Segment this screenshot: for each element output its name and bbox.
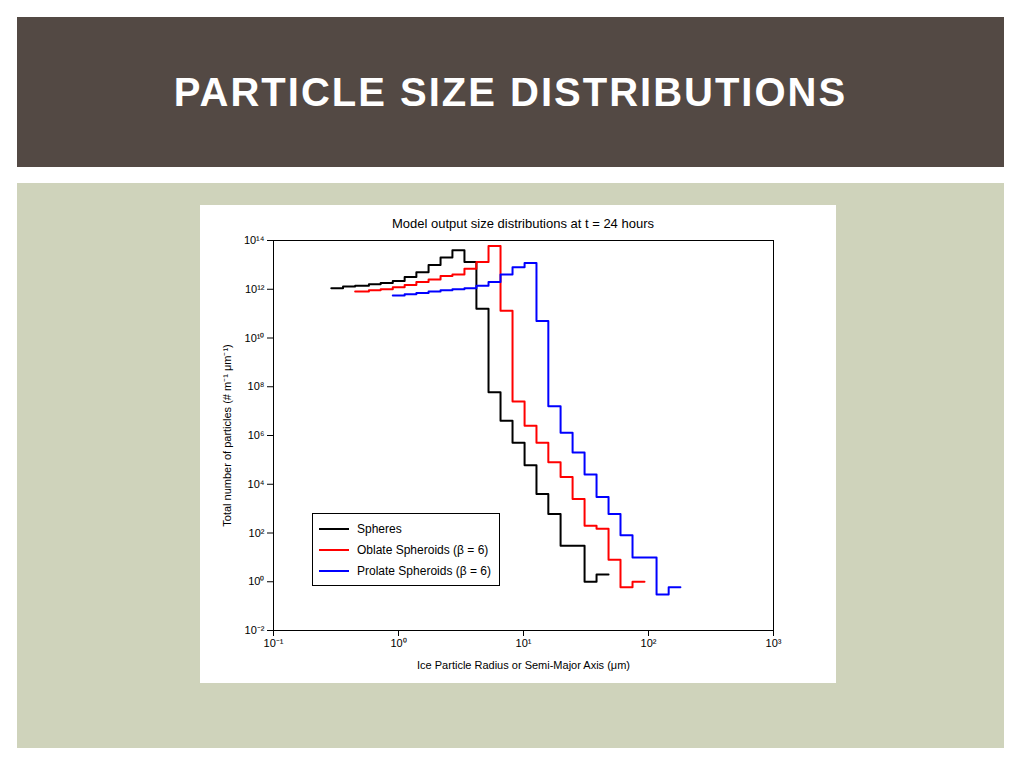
html-text:Model output size distribution: Model output size distributions at t = 2… — [392, 216, 654, 231]
html-text:Prolate Spheroids (β = 6): Prolate Spheroids (β = 6) — [357, 563, 491, 578]
html-text:Oblate Spheroids (β = 6): Oblate Spheroids (β = 6) — [357, 542, 489, 557]
svg-text:10¹⁰: 10¹⁰ — [245, 332, 265, 344]
svg-text:10²: 10² — [641, 637, 657, 649]
svg-text:10¹⁴: 10¹⁴ — [244, 234, 265, 246]
svg-text:10⁴: 10⁴ — [248, 478, 265, 490]
svg-text:10⁶: 10⁶ — [248, 429, 265, 441]
svg-text:Total number of particles (# m: Total number of particles (# m⁻¹ μm⁻¹) — [221, 344, 233, 526]
html-text:PARTICLE SIZE DISTRIBUTIONS: PARTICLE SIZE DISTRIBUTIONS — [173, 69, 848, 114]
svg-text:10¹: 10¹ — [516, 637, 532, 649]
html-text:Spheres: Spheres — [357, 521, 402, 536]
svg-text:10⁻²: 10⁻² — [245, 624, 265, 636]
svg-text:10⁰: 10⁰ — [248, 575, 264, 587]
svg-text:Ice Particle Radius or Semi-Ma: Ice Particle Radius or Semi-Major Axis (… — [417, 659, 630, 671]
svg-text:10³: 10³ — [766, 637, 782, 649]
svg-text:10⁻¹: 10⁻¹ — [264, 637, 284, 649]
svg-text:10⁰: 10⁰ — [390, 637, 406, 649]
svg-text:10⁸: 10⁸ — [248, 380, 265, 392]
svg-text:10²: 10² — [249, 527, 265, 539]
svg-text:10¹²: 10¹² — [245, 283, 265, 295]
